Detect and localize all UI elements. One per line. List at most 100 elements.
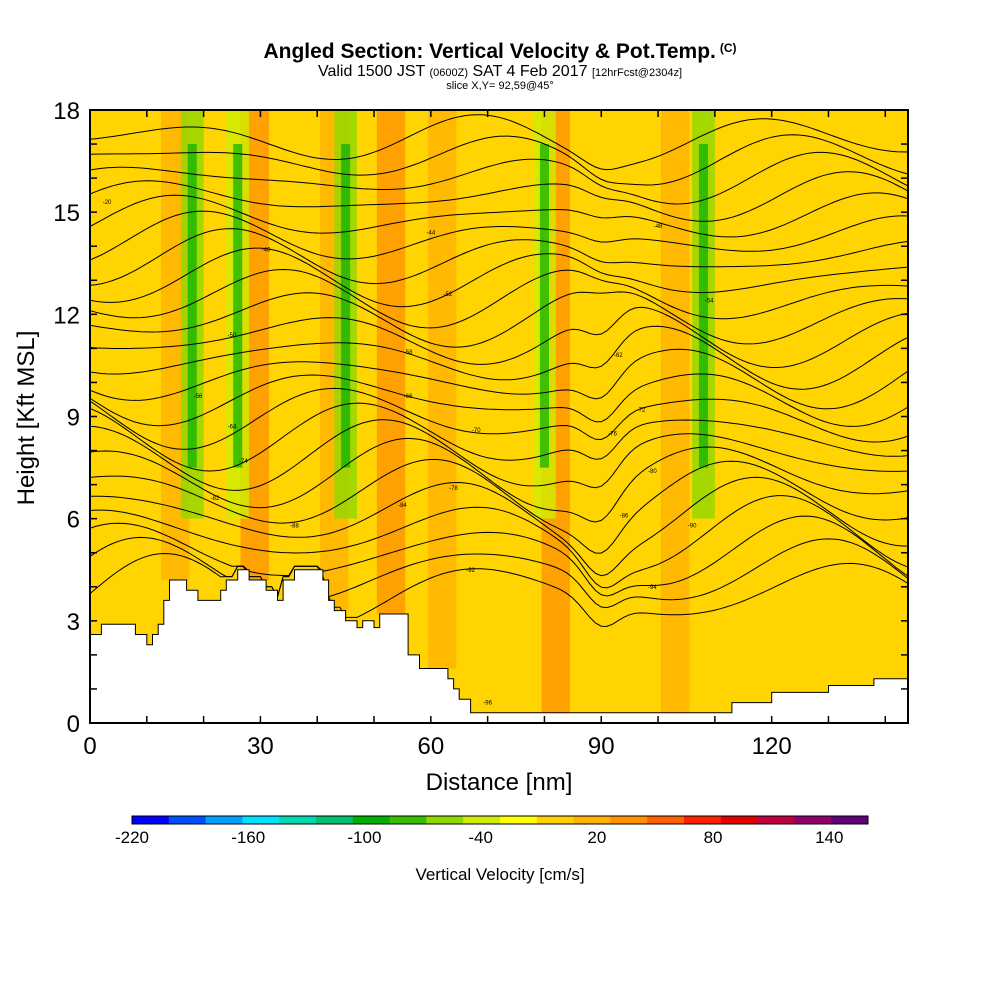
theta-contour-label: -44 bbox=[426, 231, 435, 237]
colorbar-bin bbox=[500, 816, 538, 824]
colorbar-bin bbox=[536, 816, 575, 824]
colorbar-bin bbox=[205, 816, 243, 824]
x-tick-label: 120 bbox=[752, 733, 792, 760]
valid-prefix: Valid 1500 JST bbox=[317, 63, 426, 80]
colorbar-bin bbox=[831, 816, 869, 824]
colorbar-bin bbox=[647, 816, 685, 824]
theta-contour-line bbox=[90, 387, 908, 450]
theta-contour-labels: -20 -40 -44 -48 -50 -52 -54 -56 -58 -62 -64 -66 -70 -… bbox=[103, 200, 714, 707]
chart-title-unit: (C) bbox=[719, 41, 737, 55]
terrain-mask bbox=[90, 569, 908, 723]
theta-contour-label: -72 bbox=[637, 408, 646, 414]
theta-contour-label: -94 bbox=[648, 585, 657, 591]
slice-info: slice X,Y= 92,59@45° bbox=[446, 80, 554, 92]
colorbar-bin bbox=[463, 816, 501, 824]
colorbar-bin bbox=[389, 816, 427, 824]
y-tick-label: 6 bbox=[67, 507, 80, 534]
colorbar-tick-label: -100 bbox=[347, 828, 381, 847]
theta-contour-label: -48 bbox=[654, 224, 663, 230]
theta-contour-line bbox=[90, 476, 908, 577]
theta-contour-label: -78 bbox=[449, 486, 458, 492]
colorbar-tick-label: 140 bbox=[815, 828, 843, 847]
theta-contour-label: -58 bbox=[404, 350, 413, 356]
colorbar-tick-label: 20 bbox=[587, 828, 606, 847]
theta-contour-label: -88 bbox=[290, 523, 299, 529]
chart-title: Angled Section: Vertical Velocity & Pot.… bbox=[263, 40, 716, 63]
y-tick-label: 9 bbox=[67, 405, 80, 432]
theta-contour-label: -96 bbox=[483, 701, 492, 707]
y-tick-label: 0 bbox=[67, 711, 80, 738]
theta-contour-label: -66 bbox=[404, 394, 413, 400]
theta-contour-line bbox=[90, 419, 908, 491]
theta-contour-label: -70 bbox=[472, 428, 481, 434]
colorbar-tick-label: -40 bbox=[468, 828, 493, 847]
y-tick-label: 18 bbox=[53, 98, 80, 125]
theta-contour-label: -40 bbox=[262, 248, 271, 254]
chart-header: Angled Section: Vertical Velocity & Pot.… bbox=[0, 36, 1000, 92]
updraft-band bbox=[427, 110, 457, 669]
theta-contour-line bbox=[90, 536, 908, 609]
colorbar-bin bbox=[720, 816, 759, 824]
x-tick-label: 60 bbox=[417, 733, 444, 760]
theta-contour-line bbox=[90, 171, 908, 222]
theta-contour-label: -76 bbox=[608, 432, 617, 438]
colorbar bbox=[131, 815, 869, 825]
theta-contour-label: -62 bbox=[614, 353, 623, 359]
theta-contour-label: -56 bbox=[194, 394, 203, 400]
colorbar-bin bbox=[168, 816, 207, 824]
theta-contour-label: -84 bbox=[398, 503, 407, 509]
updraft-band bbox=[660, 110, 690, 713]
theta-contour-line bbox=[90, 515, 908, 597]
theta-contour-line bbox=[90, 151, 908, 205]
theta-contour-line bbox=[90, 306, 908, 368]
valid-utc: (0600Z) bbox=[429, 67, 468, 79]
theta-contour-label: -50 bbox=[228, 333, 237, 339]
theta-contour-label: -52 bbox=[444, 292, 453, 298]
theta-contour-line bbox=[90, 459, 908, 554]
downdraft-core bbox=[539, 144, 549, 468]
updraft-band bbox=[376, 110, 406, 615]
colorbar-label: Vertical Velocity [cm/s] bbox=[415, 865, 584, 884]
theta-contour-line bbox=[90, 210, 908, 261]
valid-date: SAT 4 Feb 2017 bbox=[472, 63, 588, 80]
theta-contour-label: -90 bbox=[688, 523, 697, 529]
colorbar-bin bbox=[279, 816, 317, 824]
colorbar-tick-label: 80 bbox=[704, 828, 723, 847]
x-tick-label: 30 bbox=[247, 733, 274, 760]
theta-contour-line bbox=[90, 192, 908, 238]
colorbar-bin bbox=[242, 816, 280, 824]
downdraft-core bbox=[341, 144, 351, 468]
velocity-bands bbox=[161, 110, 715, 713]
downdraft-core bbox=[698, 144, 709, 468]
colorbar-bin bbox=[610, 816, 648, 824]
plot-area: -20 -40 -44 -48 -50 -52 -54 -56 -58 -62 -64 -66 -70 -… bbox=[90, 110, 908, 723]
colorbar-bin bbox=[426, 816, 464, 824]
theta-contour-line bbox=[90, 325, 908, 390]
theta-contour-label: -92 bbox=[466, 568, 475, 574]
theta-contour-line bbox=[90, 268, 908, 329]
theta-contour-line bbox=[90, 373, 908, 427]
colorbar-ticks: -220 -160 -100 -40 20 80 140 bbox=[115, 828, 843, 847]
theta-contour-label: -80 bbox=[648, 469, 657, 475]
theta-contour-line bbox=[90, 247, 908, 308]
x-tick-label: 90 bbox=[588, 733, 615, 760]
colorbar-bin bbox=[684, 816, 722, 824]
colorbar-bin bbox=[573, 816, 611, 824]
theta-contour-line bbox=[90, 228, 908, 286]
y-axis-ticks: 0 3 6 9 12 15 18 bbox=[53, 98, 908, 738]
y-tick-label: 3 bbox=[67, 609, 80, 636]
theta-contour-label: -86 bbox=[620, 513, 629, 519]
colorbar-bin bbox=[757, 816, 795, 824]
theta-contour-line bbox=[90, 114, 908, 171]
colorbar-bin bbox=[316, 816, 354, 824]
theta-contour-line bbox=[90, 291, 908, 348]
x-tick-label: 0 bbox=[83, 733, 96, 760]
theta-contour-line bbox=[90, 134, 908, 186]
chart-valid-line: Valid 1500 JST (0600Z) SAT 4 Feb 2017 [1… bbox=[0, 64, 1000, 81]
downdraft-core bbox=[233, 144, 243, 468]
colorbar-bin bbox=[794, 816, 832, 824]
chart-title-line: Angled Section: Vertical Velocity & Pot.… bbox=[0, 36, 1000, 64]
theta-contour-label: -74 bbox=[239, 459, 248, 465]
theta-contour-line bbox=[90, 495, 908, 589]
